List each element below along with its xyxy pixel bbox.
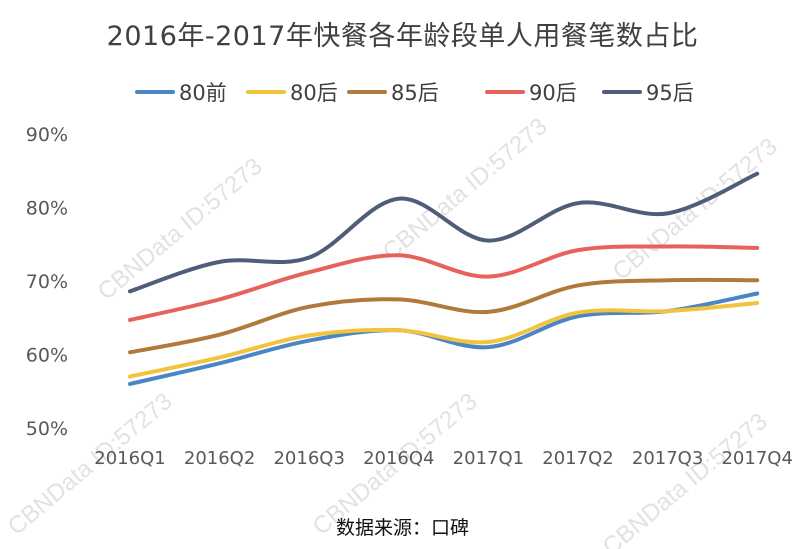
x-tick-label: 2017Q2 (542, 448, 613, 469)
x-tick-label: 2017Q3 (632, 448, 703, 469)
x-tick-label: 2016Q1 (94, 448, 165, 469)
watermark-text: CBNData ID:57273 (378, 113, 553, 266)
series-line-80后 (128, 301, 760, 379)
x-tick-label: 2017Q1 (453, 448, 524, 469)
series-line-90后 (128, 244, 760, 322)
x-tick-label: 2016Q3 (273, 448, 344, 469)
y-tick-label: 50% (26, 418, 68, 440)
x-tick-label: 2016Q2 (184, 448, 255, 469)
legend-label: 95后 (646, 81, 694, 105)
y-tick-label: 80% (26, 198, 68, 220)
series-line-85后 (128, 277, 760, 355)
chart-title: 2016年-2017年快餐各年龄段单人用餐笔数占比 (106, 21, 699, 52)
watermark-text: CBNData ID:57273 (93, 153, 268, 306)
series-line-95后 (128, 171, 760, 294)
x-tick-label: 2016Q4 (363, 448, 434, 469)
y-tick-label: 90% (26, 124, 68, 146)
legend-label: 80后 (290, 81, 338, 105)
legend-label: 90后 (529, 81, 577, 105)
y-tick-label: 70% (26, 271, 68, 293)
legend-label: 80前 (179, 81, 227, 105)
data-source: 数据来源：口碑 (335, 517, 469, 539)
x-tick-label: 2017Q4 (721, 448, 792, 469)
y-tick-label: 60% (26, 345, 68, 367)
legend-label: 85后 (391, 81, 439, 105)
